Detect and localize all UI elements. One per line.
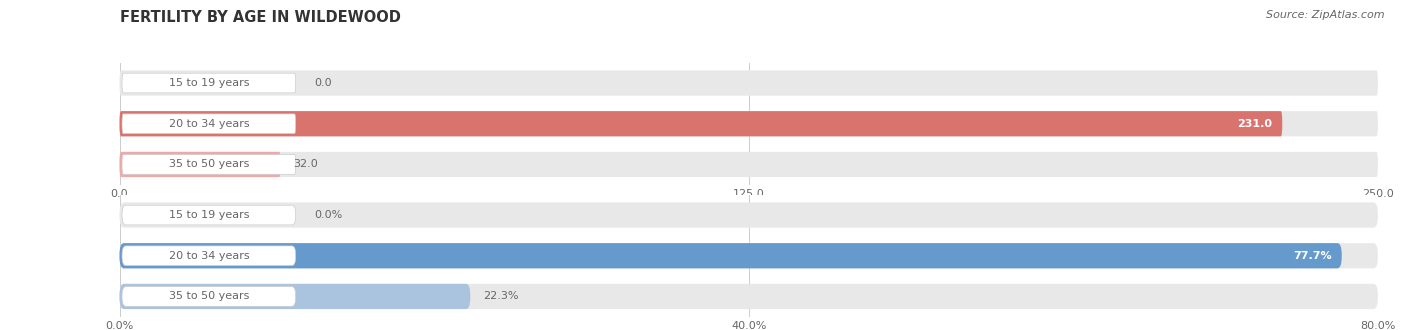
- FancyBboxPatch shape: [120, 284, 470, 309]
- FancyBboxPatch shape: [120, 70, 1378, 96]
- FancyBboxPatch shape: [122, 155, 295, 174]
- Text: Source: ZipAtlas.com: Source: ZipAtlas.com: [1267, 10, 1385, 20]
- FancyBboxPatch shape: [120, 152, 1378, 177]
- Text: 0.0: 0.0: [315, 78, 332, 88]
- FancyBboxPatch shape: [120, 243, 1378, 268]
- FancyBboxPatch shape: [120, 284, 1378, 309]
- Text: 77.7%: 77.7%: [1294, 251, 1331, 261]
- FancyBboxPatch shape: [122, 114, 295, 134]
- Text: 20 to 34 years: 20 to 34 years: [169, 119, 249, 129]
- FancyBboxPatch shape: [120, 111, 1378, 136]
- FancyBboxPatch shape: [120, 243, 1341, 268]
- Text: 15 to 19 years: 15 to 19 years: [169, 78, 249, 88]
- Text: 22.3%: 22.3%: [482, 291, 519, 301]
- Text: 20 to 34 years: 20 to 34 years: [169, 251, 249, 261]
- FancyBboxPatch shape: [122, 246, 295, 266]
- FancyBboxPatch shape: [122, 73, 295, 93]
- Text: FERTILITY BY AGE IN WILDEWOOD: FERTILITY BY AGE IN WILDEWOOD: [120, 10, 401, 25]
- FancyBboxPatch shape: [122, 287, 295, 306]
- Text: 0.0%: 0.0%: [315, 210, 343, 220]
- FancyBboxPatch shape: [122, 205, 295, 225]
- Text: 35 to 50 years: 35 to 50 years: [169, 291, 249, 301]
- Text: 35 to 50 years: 35 to 50 years: [169, 159, 249, 169]
- Text: 32.0: 32.0: [294, 159, 318, 169]
- FancyBboxPatch shape: [120, 111, 1282, 136]
- FancyBboxPatch shape: [120, 202, 1378, 228]
- FancyBboxPatch shape: [120, 152, 281, 177]
- Text: 15 to 19 years: 15 to 19 years: [169, 210, 249, 220]
- Text: 231.0: 231.0: [1237, 119, 1272, 129]
